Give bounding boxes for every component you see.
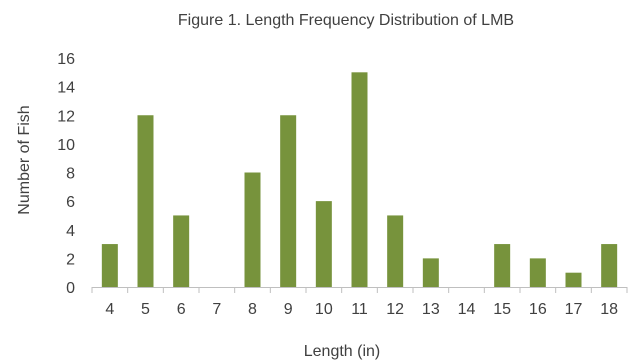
bar-10 bbox=[315, 201, 332, 287]
x-tick-label: 18 bbox=[600, 301, 618, 318]
bar-9 bbox=[280, 115, 297, 287]
bar-12 bbox=[387, 215, 404, 287]
bar-6 bbox=[173, 215, 190, 287]
y-tick-label: 4 bbox=[66, 223, 75, 240]
x-tick-label: 5 bbox=[141, 301, 150, 318]
x-tick-label: 10 bbox=[315, 301, 333, 318]
x-axis: 4 5 6 7 8 9 10 11 12 13 14 15 16 17 18 bbox=[91, 287, 628, 318]
x-tick-label: 16 bbox=[529, 301, 547, 318]
bar-11 bbox=[351, 72, 368, 287]
bars bbox=[101, 72, 618, 287]
y-axis: 0 2 4 6 8 10 12 14 16 bbox=[57, 51, 75, 297]
y-tick-label: 16 bbox=[57, 51, 75, 68]
x-tick-label: 7 bbox=[212, 301, 221, 318]
x-tick-label: 9 bbox=[284, 301, 293, 318]
x-axis-title: Length (in) bbox=[304, 343, 381, 360]
y-axis-title: Number of Fish bbox=[16, 105, 33, 214]
bar-8 bbox=[244, 172, 261, 287]
x-tick-label: 11 bbox=[351, 301, 368, 318]
y-tick-label: 6 bbox=[66, 194, 75, 211]
x-tick-label: 14 bbox=[458, 301, 476, 318]
bar-13 bbox=[422, 258, 439, 287]
chart-title: Figure 1. Length Frequency Distribution … bbox=[178, 12, 514, 29]
y-tick-label: 10 bbox=[57, 137, 75, 154]
y-tick-label: 0 bbox=[66, 280, 75, 297]
y-tick-label: 8 bbox=[66, 166, 75, 183]
x-tick-label: 8 bbox=[248, 301, 257, 318]
x-tick-label: 6 bbox=[177, 301, 186, 318]
y-tick-label: 12 bbox=[57, 108, 75, 125]
y-tick-label: 2 bbox=[66, 251, 75, 268]
x-tick-label: 13 bbox=[422, 301, 440, 318]
bar-16 bbox=[529, 258, 546, 287]
x-tick-label: 15 bbox=[493, 301, 511, 318]
bar-4 bbox=[101, 244, 118, 287]
x-tick-label: 12 bbox=[386, 301, 404, 318]
bar-17 bbox=[565, 272, 582, 287]
x-tick-label: 4 bbox=[105, 301, 114, 318]
bar-15 bbox=[494, 244, 511, 287]
bar-5 bbox=[137, 115, 154, 287]
bar-18 bbox=[601, 244, 618, 287]
y-tick-label: 14 bbox=[57, 80, 75, 97]
x-tick-label: 17 bbox=[565, 301, 583, 318]
